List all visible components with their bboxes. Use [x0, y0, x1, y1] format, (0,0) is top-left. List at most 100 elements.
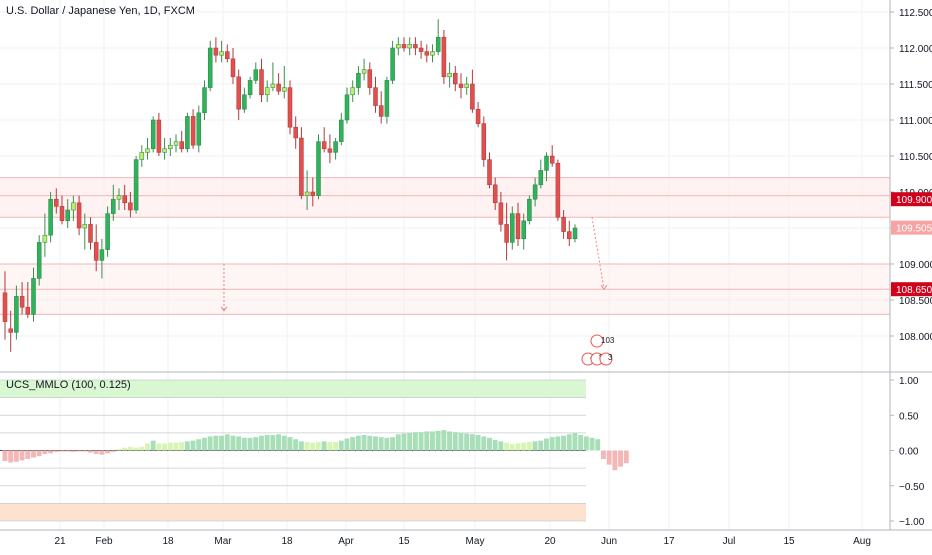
- candle-body: [264, 87, 270, 96]
- oscillator-bar: [281, 435, 287, 451]
- candle-body: [418, 47, 424, 52]
- oscillator-bar: [202, 437, 207, 451]
- oscillator-bar: [167, 442, 173, 451]
- oscillator-bar: [19, 450, 25, 461]
- oscillator-bar: [424, 431, 430, 451]
- time-tick-label: Mar: [214, 536, 232, 547]
- candle-body: [464, 83, 469, 88]
- oscillator-bar: [270, 434, 276, 451]
- oscillator-bar: [390, 437, 395, 451]
- candle-body: [339, 119, 344, 142]
- oscillator-bar: [612, 450, 618, 471]
- oscillator-bar: [401, 433, 407, 451]
- candle-body: [515, 213, 521, 240]
- candle-body: [430, 51, 435, 56]
- price-tick-label: 110.500: [899, 152, 932, 163]
- candles: [2, 19, 578, 352]
- candle-body: [150, 119, 156, 150]
- oscillator-bar: [532, 441, 538, 451]
- candle-body: [481, 123, 487, 160]
- oscillator-bar: [298, 441, 304, 451]
- oscillator-bar: [59, 450, 65, 452]
- candle-body: [390, 47, 395, 81]
- candle-body: [111, 198, 116, 214]
- candle-body: [76, 202, 82, 229]
- price-tick-label: 112.000: [899, 44, 932, 55]
- osc-tick-label: 0.50: [899, 411, 919, 422]
- oscillator-bar: [31, 450, 36, 458]
- oscillator-bar: [13, 450, 19, 462]
- oscillator-bar: [236, 436, 242, 451]
- candle-body: [282, 87, 287, 92]
- oscillator-bar: [504, 442, 509, 451]
- oscillator-bar: [253, 437, 259, 451]
- oscillator-bar: [487, 437, 492, 451]
- earnings-marker-icon[interactable]: [590, 334, 604, 348]
- oscillator-bar: [2, 450, 8, 462]
- time-tick-label: 17: [663, 536, 675, 547]
- forecast-arrow: [591, 217, 605, 290]
- price-tick-label: 108.500: [899, 296, 932, 307]
- candle-body: [179, 141, 184, 150]
- oscillator-bar: [48, 450, 53, 454]
- candle-body: [299, 137, 304, 196]
- event-markers[interactable]: 103483: [581, 334, 615, 366]
- oscillator-bar: [276, 434, 281, 451]
- candle-body: [202, 87, 207, 114]
- candle-body: [310, 191, 316, 196]
- oscillator-bar: [578, 434, 584, 451]
- oscillator-bar: [407, 432, 413, 451]
- forecast-arrows: [220, 217, 608, 312]
- earnings-count-label: 103: [601, 336, 615, 345]
- forecast-arrowhead: [220, 306, 228, 312]
- osc-tick-label: 0.00: [899, 447, 919, 458]
- oscillator-bar: [207, 436, 213, 451]
- time-tick-label: 18: [281, 536, 293, 547]
- oscillator-bar: [213, 435, 219, 451]
- oscillator-bar: [589, 437, 595, 451]
- oscillator-bar: [179, 442, 185, 451]
- candle-body: [242, 94, 247, 110]
- oscillator-bar: [355, 435, 361, 451]
- candle-body: [42, 234, 48, 243]
- candle-body: [396, 44, 401, 49]
- oscillator-bar: [127, 446, 133, 451]
- candle-body: [88, 224, 93, 243]
- candle-body: [2, 292, 8, 322]
- event-marker-icon[interactable]: [599, 352, 613, 366]
- oscillator-bar: [304, 442, 310, 451]
- candle-body: [435, 36, 441, 52]
- oscillator-bar: [36, 450, 42, 457]
- oscillator-bar: [53, 450, 59, 452]
- oscillator-bar: [378, 437, 384, 451]
- oscillator-bar: [481, 436, 487, 451]
- oscillator-bar: [430, 431, 435, 451]
- candle-body: [133, 159, 139, 211]
- oscillator-bar: [350, 437, 356, 451]
- indicator-title: UCS_MMLO (100, 0.125): [6, 379, 131, 391]
- candle-body: [213, 47, 219, 56]
- oscillator-bar: [566, 434, 572, 451]
- candle-body: [93, 242, 99, 261]
- price-badge-label: 109.900: [896, 195, 932, 206]
- oscillator-bar: [139, 446, 145, 451]
- candle-body: [14, 296, 19, 333]
- oscillator-bar: [469, 434, 475, 451]
- time-tick-label: 20: [544, 536, 556, 547]
- oscillator-bar: [25, 450, 31, 459]
- candle-body: [321, 141, 327, 150]
- candle-body: [54, 198, 59, 207]
- candle-body: [259, 69, 264, 96]
- candle-body: [549, 155, 555, 164]
- candle-body: [510, 213, 515, 243]
- candle-body: [168, 144, 173, 150]
- candle-body: [567, 231, 572, 240]
- oscillator-bar: [601, 450, 606, 459]
- oscillator-bar: [344, 438, 350, 451]
- oscillator-bar: [145, 443, 150, 451]
- price-badge: [891, 282, 932, 297]
- oscillator-bar: [264, 434, 270, 451]
- candle-body: [219, 51, 224, 56]
